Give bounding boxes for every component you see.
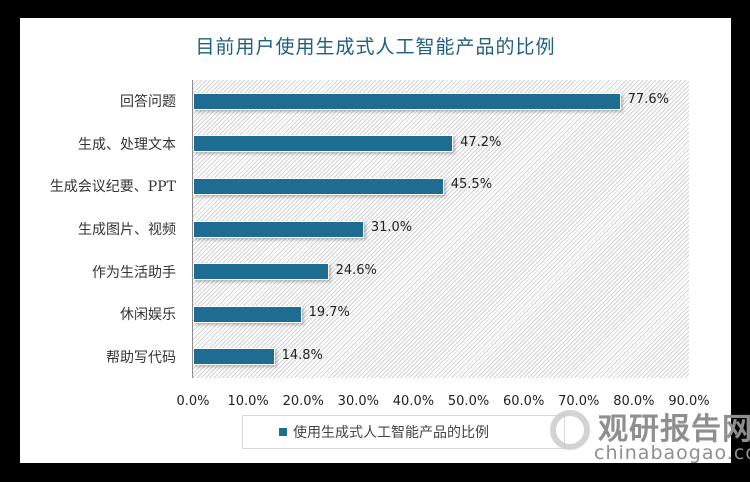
bar bbox=[193, 263, 329, 281]
category-label: 帮助写代码 bbox=[106, 349, 176, 366]
category-label: 生成图片、视频 bbox=[78, 222, 176, 238]
x-tick-label: 80.0% bbox=[613, 394, 655, 409]
category-label: 休闲娱乐 bbox=[120, 307, 176, 324]
y-axis-line bbox=[192, 80, 193, 378]
bar-value-label: 19.7% bbox=[308, 305, 350, 321]
x-tick-label: 70.0% bbox=[558, 394, 600, 409]
watermark-logo-icon bbox=[550, 410, 590, 450]
bar bbox=[193, 305, 302, 323]
plot-area: 77.6% 47.2% 45.5% 31.0% 24.6% 19.7% 14.8% bbox=[193, 80, 689, 378]
chart-title: 目前用户使用生成式人工智能产品的比例 bbox=[195, 36, 556, 58]
x-tick-label: 20.0% bbox=[282, 394, 324, 409]
bar-value-label: 45.5% bbox=[450, 177, 493, 193]
category-label: 回答问题 bbox=[120, 94, 176, 111]
x-tick-label: 10.0% bbox=[227, 394, 269, 409]
bar bbox=[193, 220, 364, 238]
category-label: 生成会议纪要、PPT bbox=[49, 179, 176, 196]
legend-label: 使用生成式人工智能产品的比例 bbox=[293, 425, 489, 441]
bar-value-label: 31.0% bbox=[370, 220, 413, 235]
watermark-en: chinabaogao.com bbox=[594, 442, 750, 464]
x-tick-label: 40.0% bbox=[392, 394, 435, 409]
chart-panel: 目前用户使用生成式人工智能产品的比例 77.6% 47.2% 45.5% 31.0% 2… bbox=[20, 18, 750, 464]
bar bbox=[193, 348, 275, 366]
bar bbox=[193, 92, 621, 110]
watermark-cn: 观研报告网 bbox=[598, 412, 750, 447]
category-label: 生成、处理文本 bbox=[78, 136, 176, 153]
x-tick-label: 50.0% bbox=[447, 394, 490, 409]
legend: 使用生成式人工智能产品的比例 bbox=[242, 415, 565, 449]
x-tick-label: 60.0% bbox=[503, 394, 545, 409]
category-label: 作为生活助手 bbox=[92, 264, 176, 281]
bar-value-label: 24.6% bbox=[335, 262, 377, 278]
x-tick-label: 0.0% bbox=[176, 394, 210, 409]
x-tick-label: 30.0% bbox=[337, 394, 379, 409]
bar-value-label: 77.6% bbox=[627, 92, 669, 108]
bar bbox=[193, 135, 454, 153]
x-tick-label: 90.0% bbox=[668, 394, 710, 409]
bar bbox=[193, 177, 444, 195]
legend-swatch-icon bbox=[279, 428, 287, 436]
bar-value-label: 14.8% bbox=[281, 347, 323, 363]
bar-value-label: 47.2% bbox=[460, 134, 502, 150]
